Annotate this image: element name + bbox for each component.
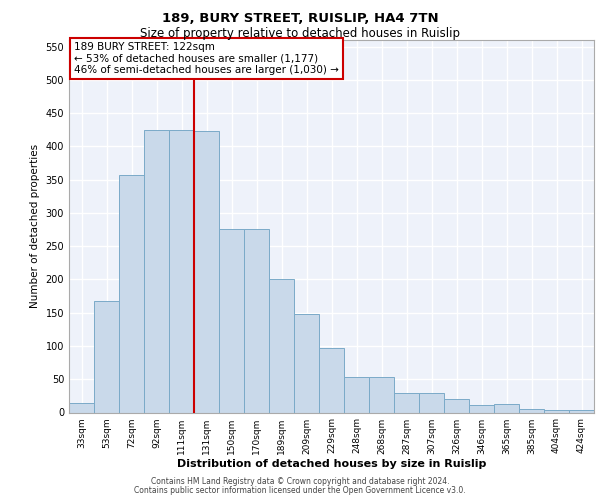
- Bar: [394, 393, 419, 412]
- Bar: [69, 403, 94, 412]
- Bar: [469, 405, 494, 412]
- Text: Contains public sector information licensed under the Open Government Licence v3: Contains public sector information licen…: [134, 486, 466, 495]
- Text: Contains HM Land Registry data © Crown copyright and database right 2024.: Contains HM Land Registry data © Crown c…: [151, 477, 449, 486]
- Bar: [144, 130, 169, 412]
- Bar: [319, 348, 344, 412]
- Bar: [294, 314, 319, 412]
- Bar: [569, 410, 594, 412]
- Bar: [244, 229, 269, 412]
- Bar: [494, 404, 519, 412]
- X-axis label: Distribution of detached houses by size in Ruislip: Distribution of detached houses by size …: [177, 460, 486, 469]
- Text: Size of property relative to detached houses in Ruislip: Size of property relative to detached ho…: [140, 28, 460, 40]
- Text: 189, BURY STREET, RUISLIP, HA4 7TN: 189, BURY STREET, RUISLIP, HA4 7TN: [161, 12, 439, 26]
- Bar: [194, 131, 219, 412]
- Text: 189 BURY STREET: 122sqm
← 53% of detached houses are smaller (1,177)
46% of semi: 189 BURY STREET: 122sqm ← 53% of detache…: [74, 42, 339, 75]
- Bar: [419, 393, 444, 412]
- Bar: [269, 280, 294, 412]
- Bar: [94, 301, 119, 412]
- Bar: [544, 410, 569, 412]
- Y-axis label: Number of detached properties: Number of detached properties: [30, 144, 40, 308]
- Bar: [369, 376, 394, 412]
- Bar: [444, 398, 469, 412]
- Bar: [219, 229, 244, 412]
- Bar: [344, 376, 369, 412]
- Bar: [519, 408, 544, 412]
- Bar: [169, 130, 194, 412]
- Bar: [119, 175, 144, 412]
